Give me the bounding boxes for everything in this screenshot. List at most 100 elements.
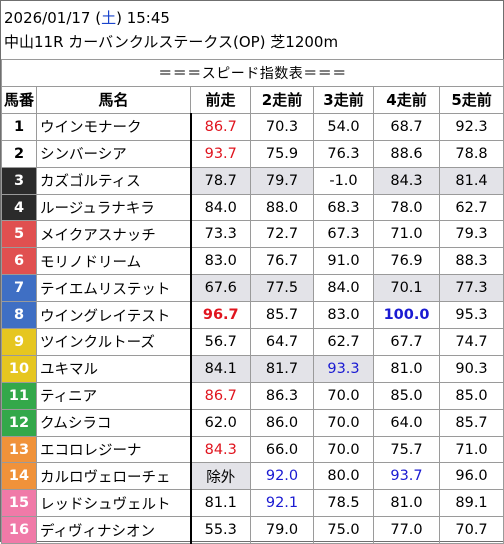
race-2-ago-value: 75.9 — [250, 139, 314, 168]
horse-number: 10 — [1, 354, 37, 383]
horse-name: ウイングレイテスト — [36, 301, 192, 330]
last-race-value: 78.7 — [190, 166, 251, 195]
race-4-ago-value: 64.0 — [373, 408, 440, 437]
race-2-ago-value: 79.7 — [250, 166, 314, 195]
race-2-ago-value: 79.0 — [250, 516, 314, 544]
race-3-ago-value: 70.0 — [313, 381, 374, 410]
table-row: 6 モリノドリーム 83.0 76.7 91.0 76.9 88.3 — [1, 247, 504, 276]
table-row: 1 ウインモナーク 86.7 70.3 54.0 68.7 92.3 — [1, 112, 504, 141]
table-row: 2 シンバーシア 93.7 75.9 76.3 88.6 78.8 — [1, 139, 504, 168]
horse-name: エコロレジーナ — [36, 435, 192, 464]
horse-number: 1 — [1, 112, 37, 141]
race-3-ago-value: -1.0 — [313, 166, 374, 195]
race-3-ago-value: 70.0 — [313, 408, 374, 437]
race-3-ago-value: 91.0 — [313, 247, 374, 276]
race-4-ago-value: 70.1 — [373, 274, 440, 303]
table-row: 7 テイエムリステット 67.6 77.5 84.0 70.1 77.3 — [1, 274, 504, 303]
last-race-value: 56.7 — [190, 328, 251, 356]
horse-number: 16 — [1, 516, 37, 544]
race-5-ago-value: 70.7 — [438, 516, 504, 544]
date-text: 2026/01/17 ( — [4, 9, 102, 27]
race-2-ago-value: 70.3 — [250, 112, 314, 141]
race-4-ago-value: 76.9 — [373, 247, 440, 276]
horse-number: 4 — [1, 193, 37, 222]
col-header-3-races-ago: 3走前 — [313, 85, 374, 114]
horse-number: 7 — [1, 274, 37, 303]
race-3-ago-value: 75.0 — [313, 516, 374, 544]
last-race-value: 67.6 — [190, 274, 251, 303]
race-3-ago-value: 93.3 — [313, 354, 374, 383]
race-5-ago-value: 90.3 — [438, 354, 504, 383]
horse-number: 12 — [1, 408, 37, 437]
horse-name: ルージュラナキラ — [36, 193, 192, 222]
race-2-ago-value: 92.0 — [250, 462, 314, 491]
race-2-ago-value: 66.0 — [250, 435, 314, 464]
race-3-ago-value: 76.3 — [313, 139, 374, 168]
last-race-value: 84.1 — [190, 354, 251, 383]
horse-name: テイエムリステット — [36, 274, 192, 303]
race-4-ago-value: 67.7 — [373, 328, 440, 356]
last-race-value: 83.0 — [190, 247, 251, 276]
table-row: 15 レッドシュヴェルト 81.1 92.1 78.5 81.0 89.1 — [1, 489, 504, 518]
race-3-ago-value: 67.3 — [313, 220, 374, 249]
race-3-ago-value: 68.3 — [313, 193, 374, 222]
race-4-ago-value: 75.7 — [373, 435, 440, 464]
table-row: 4 ルージュラナキラ 84.0 88.0 68.3 78.0 62.7 — [1, 193, 504, 222]
last-race-value: 93.7 — [190, 139, 251, 168]
race-4-ago-value: 71.0 — [373, 220, 440, 249]
horse-name: カズゴルティス — [36, 166, 192, 195]
race-5-ago-value: 95.3 — [438, 301, 504, 330]
race-4-ago-value: 68.7 — [373, 112, 440, 141]
race-3-ago-value: 70.0 — [313, 435, 374, 464]
race-3-ago-value: 80.0 — [313, 462, 374, 491]
race-5-ago-value: 74.7 — [438, 328, 504, 356]
last-race-value: 81.1 — [190, 489, 251, 518]
race-2-ago-value: 86.0 — [250, 408, 314, 437]
last-race-value: 96.7 — [190, 301, 251, 330]
horse-number: 9 — [1, 328, 37, 356]
table-row: 9 ツインクルトーズ 56.7 64.7 62.7 67.7 74.7 — [1, 328, 504, 356]
last-race-value: 84.0 — [190, 193, 251, 222]
race-2-ago-value: 72.7 — [250, 220, 314, 249]
col-header-4-races-ago: 4走前 — [373, 85, 440, 114]
race-5-ago-value: 85.7 — [438, 408, 504, 437]
race-5-ago-value: 77.3 — [438, 274, 504, 303]
race-4-ago-value: 81.0 — [373, 354, 440, 383]
horse-name: カルロヴェローチェ — [36, 462, 192, 491]
race-3-ago-value: 62.7 — [313, 328, 374, 356]
horse-name: ディヴィナシオン — [36, 516, 192, 544]
col-header-last-race: 前走 — [190, 85, 251, 114]
horse-name: シンバーシア — [36, 139, 192, 168]
race-2-ago-value: 64.7 — [250, 328, 314, 356]
horse-name: ティニア — [36, 381, 192, 410]
last-race-value: 86.7 — [190, 381, 251, 410]
race-2-ago-value: 77.5 — [250, 274, 314, 303]
race-4-ago-value: 78.0 — [373, 193, 440, 222]
horse-name: メイクアスナッチ — [36, 220, 192, 249]
race-5-ago-value: 88.3 — [438, 247, 504, 276]
horse-number: 5 — [1, 220, 37, 249]
race-2-ago-value: 88.0 — [250, 193, 314, 222]
table-row: 12 クムシラコ 62.0 86.0 70.0 64.0 85.7 — [1, 408, 504, 437]
last-race-value: 除外 — [190, 462, 251, 491]
horse-name: レッドシュヴェルト — [36, 489, 192, 518]
table-row: 16 ディヴィナシオン 55.3 79.0 75.0 77.0 70.7 — [1, 516, 504, 544]
race-3-ago-value: 84.0 — [313, 274, 374, 303]
race-5-ago-value: 78.8 — [438, 139, 504, 168]
last-race-value: 73.3 — [190, 220, 251, 249]
speed-index-table: ＝＝＝スピード指数表＝＝＝ 馬番 馬名 前走 2走前 3走前 4走前 5走前 1… — [0, 59, 504, 544]
race-2-ago-value: 76.7 — [250, 247, 314, 276]
horse-number: 15 — [1, 489, 37, 518]
col-header-horse-name: 馬名 — [36, 85, 191, 114]
race-2-ago-value: 92.1 — [250, 489, 314, 518]
table-title: ＝＝＝スピード指数表＝＝＝ — [0, 59, 504, 87]
horse-number: 14 — [1, 462, 37, 491]
col-header-2-races-ago: 2走前 — [250, 85, 314, 114]
horse-name: ウインモナーク — [36, 112, 192, 141]
horse-name: モリノドリーム — [36, 247, 192, 276]
col-header-5-races-ago: 5走前 — [438, 85, 504, 114]
horse-number: 2 — [1, 139, 37, 168]
race-5-ago-value: 81.4 — [438, 166, 504, 195]
horse-number: 11 — [1, 381, 37, 410]
